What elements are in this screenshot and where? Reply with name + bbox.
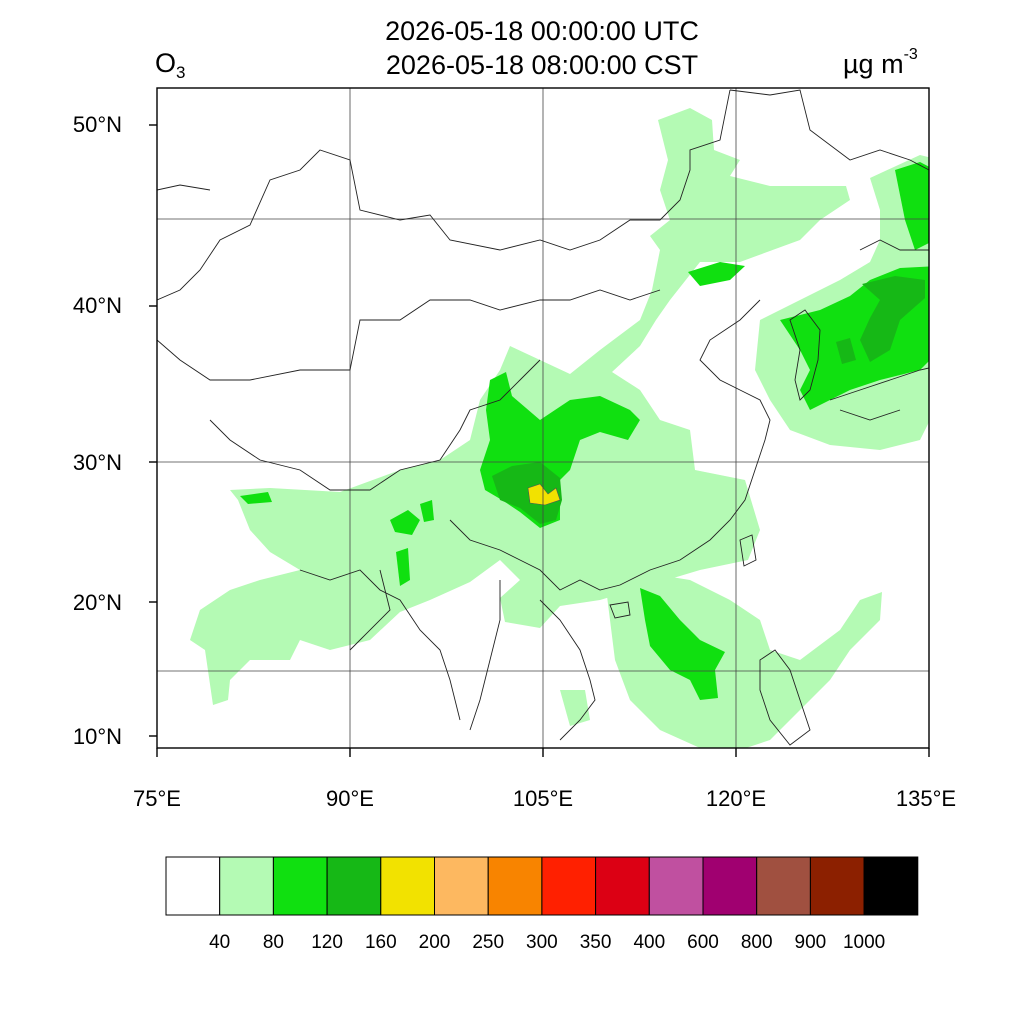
colorbar-swatch (487, 856, 543, 916)
variable-subscript: 3 (176, 63, 186, 82)
colorbar-swatch (434, 856, 489, 916)
ozone-region (836, 338, 856, 364)
colorbar-label: 120 (311, 932, 343, 953)
axis-ticks (149, 124, 930, 757)
colorbar-label: 160 (364, 932, 397, 953)
colorbar-label: 600 (687, 932, 719, 953)
colorbar-swatch (165, 856, 221, 916)
colorbar-swatch (595, 856, 650, 916)
indochina-coast (469, 580, 596, 741)
province-border (157, 289, 661, 381)
ozone-region (492, 462, 562, 524)
colorbar-swatch (272, 856, 328, 916)
ozone-region (860, 276, 925, 362)
colorbar-label: 40 (209, 932, 231, 953)
colorbar-swatch (541, 856, 597, 916)
ozone-region (240, 492, 272, 504)
colorbar-label: 350 (579, 932, 612, 953)
colorbar-swatch (380, 856, 435, 916)
ozone-field (190, 108, 929, 748)
lat-label-50n: 50°N (72, 112, 122, 137)
graticule (157, 88, 929, 748)
colorbar-label: 80 (262, 932, 284, 953)
colorbar-label: 1000 (842, 932, 886, 953)
taiwan-coast (739, 534, 757, 567)
colorbar-label: 300 (526, 932, 558, 953)
ozone-160-200 (527, 483, 561, 506)
colorbar-swatch (326, 856, 382, 916)
province-border (209, 359, 541, 491)
lon-label-75e: 75°E (133, 786, 181, 811)
colorbar-label: 200 (418, 932, 451, 953)
ozone-region (895, 162, 929, 250)
unit-superscript: -3 (903, 46, 918, 63)
northeast-coast (859, 239, 929, 251)
southwest-coast (299, 569, 461, 721)
title-local: 2026-05-18 08:00:00 CST (385, 50, 699, 80)
unit-label: µg m-3 (843, 46, 918, 80)
colorbar-swatch (219, 856, 274, 916)
variable-label: O3 (155, 48, 185, 83)
ozone-region (688, 262, 745, 286)
lat-label-40n: 40°N (72, 293, 122, 318)
japan-coast (829, 367, 929, 421)
colorbar-swatch (809, 856, 865, 916)
colorbar-label: 900 (794, 932, 827, 953)
lon-label-120e: 120°E (705, 786, 767, 811)
lat-label-20n: 20°N (72, 590, 122, 615)
unit-text: µg m (843, 49, 904, 79)
colorbar-swatch (702, 856, 758, 916)
lat-label-10n: 10°N (72, 724, 122, 749)
ozone-region (640, 588, 725, 700)
colorbar-swatch (863, 856, 919, 916)
colorbar-label: 250 (472, 932, 505, 953)
northeast-border (729, 89, 929, 171)
ozone-region (396, 548, 410, 586)
title-utc: 2026-05-18 00:00:00 UTC (385, 16, 699, 46)
korea-coast (789, 309, 821, 401)
china-coast (449, 299, 771, 591)
ozone-region (420, 500, 434, 522)
philippines-coast (759, 649, 811, 746)
lon-label-135e: 135°E (895, 786, 957, 811)
ozone-region (527, 483, 561, 506)
variable-name: O (155, 48, 177, 78)
colorbar-label: 400 (633, 932, 666, 953)
northern-border (157, 89, 731, 301)
lat-label-30n: 30°N (72, 450, 122, 475)
colorbar-swatch (756, 856, 811, 916)
colorbar (165, 856, 919, 916)
boundaries (157, 89, 929, 746)
colorbar-label: 800 (740, 932, 773, 953)
colorbar-swatch (648, 856, 704, 916)
ozone-120-160 (492, 276, 925, 524)
lon-label-90e: 90°E (326, 786, 374, 811)
hainan-coast (609, 601, 631, 619)
ozone-region (390, 510, 420, 535)
lon-label-105e: 105°E (512, 786, 574, 811)
